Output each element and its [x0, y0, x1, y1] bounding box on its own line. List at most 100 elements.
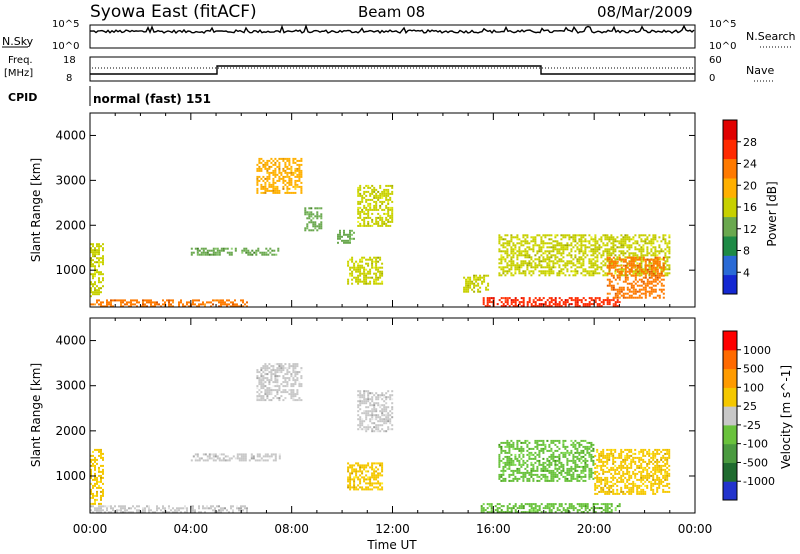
- velocity-echo-cell: [486, 511, 489, 514]
- power-echo-cell: [638, 234, 641, 237]
- power-echo-cell: [200, 251, 203, 254]
- power-echo-cell: [266, 177, 269, 180]
- power-echo-cell: [606, 303, 609, 306]
- velocity-echo-cell: [534, 503, 537, 506]
- power-echo-cell: [582, 244, 585, 247]
- velocity-echo-cell: [371, 484, 374, 487]
- velocity-echo-cell: [558, 459, 561, 462]
- velocity-echo-cell: [94, 500, 96, 503]
- velocity-echo-cell: [292, 363, 295, 366]
- velocity-echo-cell: [536, 467, 539, 470]
- power-echo-cell: [628, 256, 631, 259]
- power-echo-cell: [512, 256, 515, 259]
- velocity-echo-cell: [576, 469, 579, 472]
- velocity-echo-cell: [379, 420, 382, 423]
- velocity-echo-cell: [369, 478, 372, 481]
- velocity-echo-cell: [656, 468, 659, 471]
- power-echo-cell: [588, 258, 591, 261]
- power-echo-cell: [606, 258, 609, 261]
- power-echo-cell: [596, 303, 599, 306]
- power-echo-cell: [142, 301, 144, 304]
- power-echo-cell: [616, 262, 619, 265]
- power-echo-cell: [314, 225, 317, 228]
- velocity-echo-cell: [136, 511, 138, 514]
- power-echo-cell: [387, 206, 390, 209]
- power-echo-cell: [357, 202, 360, 205]
- velocity-echo-cell: [500, 511, 503, 514]
- power-echo-cell: [349, 233, 351, 236]
- power-echo-cell: [648, 274, 651, 277]
- power-echo-cell: [600, 240, 603, 243]
- velocity-echo-cell: [246, 509, 248, 512]
- power-echo-cell: [110, 299, 112, 302]
- power-echo-cell: [584, 305, 587, 308]
- velocity-echo-cell: [606, 480, 609, 483]
- velocity-echo-cell: [262, 375, 265, 378]
- velocity-echo-cell: [640, 464, 643, 467]
- velocity-echo-cell: [262, 377, 265, 380]
- power-echo-cell: [102, 279, 104, 282]
- velocity-echo-cell: [582, 503, 585, 506]
- velocity-echo-cell: [266, 367, 269, 370]
- velocity-echo-cell: [292, 379, 295, 382]
- power-echo-cell: [656, 268, 659, 271]
- power-echo-cell: [267, 249, 270, 252]
- power-echo-cell: [212, 247, 215, 250]
- power-echo-cell: [520, 266, 523, 269]
- power-echo-cell: [359, 214, 362, 217]
- velocity-echo-cell: [612, 448, 615, 451]
- velocity-echo-cell: [630, 462, 633, 465]
- power-echo-cell: [255, 253, 258, 256]
- power-echo-cell: [512, 248, 515, 251]
- power-echo-cell: [240, 299, 242, 302]
- velocity-echo-cell: [375, 462, 378, 465]
- power-echo-cell: [658, 252, 661, 255]
- velocity-echo-cell: [604, 476, 607, 479]
- velocity-echo-cell: [652, 482, 655, 485]
- power-echo-cell: [371, 198, 374, 201]
- power-echo-cell: [612, 244, 615, 247]
- velocity-echo-cell: [510, 461, 513, 464]
- power-echo-cell: [498, 272, 501, 275]
- power-echo-cell: [532, 244, 535, 247]
- velocity-echo-cell: [642, 448, 645, 451]
- power-echo-cell: [365, 190, 368, 193]
- power-echo-cell: [373, 188, 376, 191]
- power-echo-cell: [158, 303, 160, 306]
- velocity-echo-cell: [584, 509, 587, 512]
- power-echo-cell: [602, 303, 605, 306]
- power-echo-cell: [363, 272, 366, 275]
- velocity-echo-cell: [606, 462, 609, 465]
- power-echo-cell: [260, 187, 263, 190]
- power-echo-cell: [347, 282, 350, 285]
- power-echo-cell: [518, 270, 521, 273]
- power-echo-cell: [614, 266, 617, 269]
- power-echo-cell: [243, 247, 246, 250]
- power-echo-cell: [298, 173, 301, 176]
- velocity-echo-cell: [616, 478, 619, 481]
- velocity-echo-cell: [546, 479, 549, 482]
- power-echo-cell: [642, 272, 645, 275]
- power-echo-cell: [200, 303, 202, 306]
- velocity-echo-cell: [270, 399, 273, 402]
- power-echo-cell: [542, 242, 545, 245]
- power-echo-cell: [506, 303, 509, 306]
- power-echo-cell: [648, 270, 651, 273]
- power-echo-cell: [343, 241, 345, 244]
- velocity-echo-cell: [520, 471, 523, 474]
- velocity-echo-cell: [558, 471, 561, 474]
- velocity-echo-cell: [622, 490, 625, 493]
- power-echo-cell: [612, 303, 615, 306]
- power-echo-cell: [560, 260, 563, 263]
- velocity-echo-cell: [596, 470, 599, 473]
- velocity-echo-cell: [600, 511, 603, 514]
- power-echo-cell: [588, 270, 591, 273]
- power-echo-cell: [556, 234, 559, 237]
- power-echo-cell: [640, 264, 643, 267]
- velocity-echo-cell: [357, 464, 360, 467]
- velocity-echo-cell: [604, 482, 607, 485]
- power-echo-cell: [538, 274, 541, 277]
- velocity-echo-cell: [222, 509, 224, 512]
- power-echo-cell: [548, 256, 551, 259]
- power-echo-cell: [516, 268, 519, 271]
